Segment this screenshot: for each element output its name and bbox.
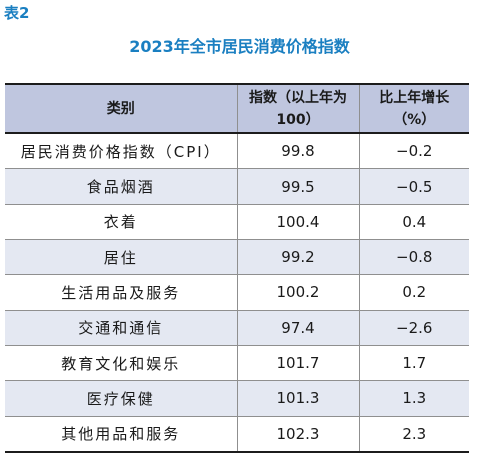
header-index: 指数（以上年为 100） bbox=[236, 85, 360, 134]
row-category: 居住 bbox=[5, 238, 238, 276]
table-row: 交通和通信 97.4 −2.6 bbox=[5, 309, 469, 346]
row-category: 居民消费价格指数（CPI） bbox=[5, 133, 238, 170]
row-growth: −0.2 bbox=[358, 133, 469, 170]
header-index-line2: 100） bbox=[276, 111, 320, 128]
row-category: 生活用品及服务 bbox=[5, 274, 238, 311]
table-title: 2023年全市居民消费价格指数 bbox=[129, 37, 350, 56]
table-row: 教育文化和娱乐 101.7 1.7 bbox=[5, 344, 469, 382]
table-row: 食品烟酒 99.5 −0.5 bbox=[5, 168, 469, 205]
row-category: 食品烟酒 bbox=[5, 168, 238, 205]
row-growth: 1.7 bbox=[358, 344, 469, 382]
row-growth: −0.5 bbox=[358, 168, 469, 205]
row-growth: 0.4 bbox=[358, 203, 469, 241]
row-index: 101.7 bbox=[236, 344, 360, 382]
row-growth: 0.2 bbox=[358, 274, 469, 311]
row-growth: −0.8 bbox=[358, 238, 469, 276]
row-index: 99.8 bbox=[236, 133, 360, 170]
table-row: 医疗保健 101.3 1.3 bbox=[5, 380, 469, 417]
cpi-table: 类别 指数（以上年为 100） 比上年增长 （%） 居民消费价格指数（CPI） … bbox=[5, 85, 469, 453]
row-category: 教育文化和娱乐 bbox=[5, 344, 238, 382]
table-row: 居住 99.2 −0.8 bbox=[5, 238, 469, 276]
header-growth-line2: （%） bbox=[393, 111, 436, 128]
row-index: 97.4 bbox=[236, 309, 360, 346]
row-growth: −2.6 bbox=[358, 309, 469, 346]
row-index: 101.3 bbox=[236, 380, 360, 417]
row-index: 100.2 bbox=[236, 274, 360, 311]
header-category: 类别 bbox=[5, 85, 238, 134]
row-growth: 2.3 bbox=[358, 415, 469, 453]
row-growth: 1.3 bbox=[358, 380, 469, 417]
header-row: 类别 指数（以上年为 100） 比上年增长 （%） bbox=[5, 85, 469, 134]
table-row: 生活用品及服务 100.2 0.2 bbox=[5, 274, 469, 311]
row-index: 99.2 bbox=[236, 238, 360, 276]
top-rule bbox=[5, 83, 469, 85]
row-category: 其他用品和服务 bbox=[5, 415, 238, 453]
header-growth-line1: 比上年增长 bbox=[379, 89, 450, 106]
table-row: 其他用品和服务 102.3 2.3 bbox=[5, 415, 469, 453]
row-index: 100.4 bbox=[236, 203, 360, 241]
header-growth: 比上年增长 （%） bbox=[358, 85, 469, 134]
row-index: 102.3 bbox=[236, 415, 360, 453]
row-index: 99.5 bbox=[236, 168, 360, 205]
header-index-line1: 指数（以上年为 bbox=[249, 89, 347, 106]
table-label: 表2 bbox=[4, 4, 30, 22]
row-category: 衣着 bbox=[5, 203, 238, 241]
row-category: 医疗保健 bbox=[5, 380, 238, 417]
row-category: 交通和通信 bbox=[5, 309, 238, 346]
table-row: 居民消费价格指数（CPI） 99.8 −0.2 bbox=[5, 133, 469, 170]
table-row: 衣着 100.4 0.4 bbox=[5, 203, 469, 241]
